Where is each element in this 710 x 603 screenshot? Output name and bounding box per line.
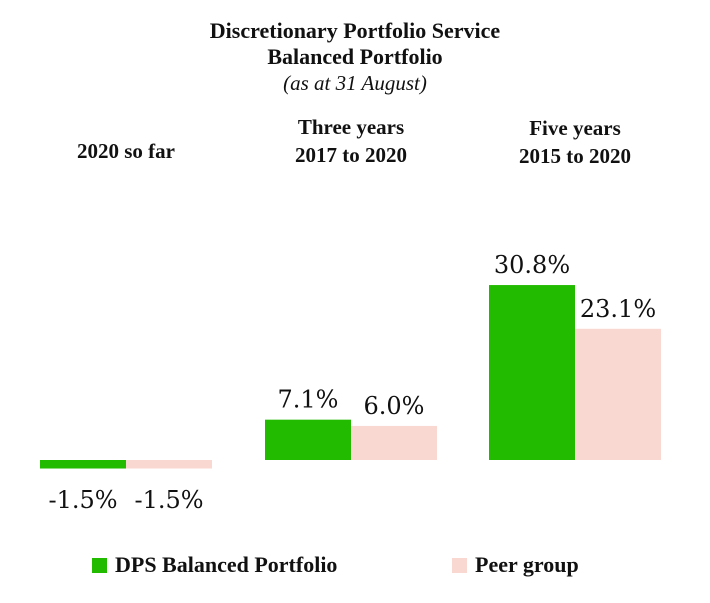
legend-swatch-peer bbox=[452, 557, 467, 573]
category-label: 2020 so far bbox=[77, 139, 175, 163]
category-label: Three years bbox=[298, 115, 404, 139]
legend: DPS Balanced Portfolio Peer group bbox=[0, 552, 710, 582]
legend-label-dps: DPS Balanced Portfolio bbox=[115, 552, 338, 577]
bar-dps bbox=[489, 285, 575, 460]
data-label-peer: 6.0% bbox=[364, 392, 425, 420]
data-label-peer: -1.5% bbox=[134, 486, 203, 514]
bar-peer bbox=[351, 425, 437, 460]
category-label: 2015 to 2020 bbox=[519, 144, 631, 168]
legend-label-peer: Peer group bbox=[475, 552, 579, 577]
legend-item-dps: DPS Balanced Portfolio bbox=[92, 552, 337, 578]
data-label-dps: 30.8% bbox=[494, 251, 570, 279]
bar-dps bbox=[265, 419, 351, 460]
bar-peer bbox=[575, 328, 661, 460]
legend-swatch-dps bbox=[92, 557, 107, 573]
legend-item-peer: Peer group bbox=[452, 552, 579, 578]
data-label-dps: -1.5% bbox=[48, 486, 117, 514]
chart-date-note: (as at 31 August) bbox=[283, 71, 427, 95]
bar-chart: 2020 so far Three years 2017 to 2020 Five y… bbox=[40, 115, 661, 514]
chart-title: Discretionary Portfolio Service bbox=[209, 18, 501, 43]
category-label: Five years bbox=[529, 116, 621, 140]
bar-peer bbox=[126, 460, 212, 469]
category-label: 2017 to 2020 bbox=[295, 143, 407, 167]
chart-title-block: Discretionary Portfolio Service Balanced… bbox=[0, 18, 710, 96]
data-label-peer: 23.1% bbox=[580, 295, 656, 323]
chart-subtitle: Balanced Portfolio bbox=[267, 44, 443, 69]
data-label-dps: 7.1% bbox=[278, 386, 339, 414]
bar-dps bbox=[40, 460, 126, 469]
